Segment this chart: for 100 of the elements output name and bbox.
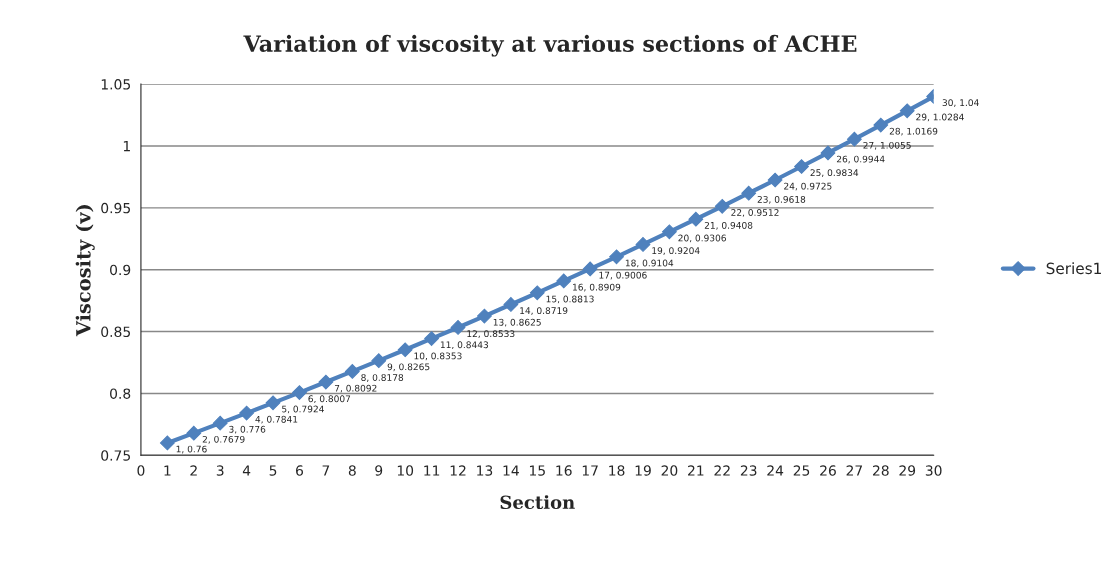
point: [635, 237, 651, 252]
y-tick-label: 1.05: [101, 79, 130, 90]
y-tick-label: 0.8: [110, 388, 131, 399]
x-tick-label: 19: [635, 465, 651, 476]
y-tick-label: 0.9: [110, 264, 131, 276]
chart-title: Variation of viscosity at various sections of ACHE: [243, 34, 857, 57]
point: [873, 117, 889, 133]
point: [820, 145, 836, 161]
x-tick-label: 16: [556, 465, 572, 476]
x-tick-label: 21: [688, 465, 704, 476]
x-tick-label: 15: [529, 465, 545, 476]
data-label: 10, 0.8353: [414, 352, 462, 361]
x-tick-label: 12: [450, 465, 466, 476]
point: [292, 385, 307, 400]
legend-label: Series1: [1046, 262, 1101, 275]
x-tick-label: 18: [609, 465, 625, 476]
x-tick-label: 0: [137, 465, 145, 476]
data-label: 6, 0.8007: [308, 395, 351, 404]
point: [899, 103, 915, 119]
data-label: 14, 0.8719: [520, 307, 568, 315]
data-label: 19, 0.9204: [652, 247, 700, 255]
x-tick-label: 29: [899, 465, 916, 476]
data-label: 20, 0.9306: [678, 234, 726, 243]
x-tick-label: 26: [820, 465, 836, 476]
point: [741, 185, 757, 201]
data-label: 23, 0.9618: [757, 195, 806, 204]
x-axis-title: Section: [500, 495, 575, 510]
point: [265, 395, 281, 411]
x-tick-label: 25: [793, 465, 810, 476]
point: [344, 364, 360, 379]
y-tick-label: 1: [123, 141, 130, 152]
y-axis-title: Viscosity (v): [75, 205, 95, 337]
data-label: 5, 0.7924: [282, 405, 324, 414]
x-tick-label: 8: [348, 465, 356, 476]
data-label: 29, 1.0284: [916, 113, 964, 122]
data-label: 27, 1.0055: [863, 141, 911, 150]
point: [212, 415, 228, 431]
data-label: 13, 0.8625: [493, 318, 541, 327]
data-label: 4, 0.7841: [255, 415, 298, 424]
point: [318, 374, 334, 390]
data-label: 17, 0.9006: [599, 271, 647, 280]
point: [582, 261, 598, 277]
data-label: 15, 0.8813: [546, 295, 594, 304]
y-tick-label: 0.95: [101, 202, 130, 214]
y-tick-label: 0.75: [101, 450, 130, 461]
x-tick-label: 9: [375, 465, 383, 476]
data-label: 16, 0.8909: [573, 283, 621, 292]
x-tick-label: 14: [503, 465, 519, 476]
x-tick-label: 22: [714, 465, 730, 476]
point: [714, 198, 730, 214]
point: [767, 172, 783, 188]
x-tick-label: 2: [190, 465, 197, 476]
data-label: 28, 1.0169: [889, 127, 938, 136]
point: [186, 425, 202, 441]
x-tick-label: 17: [582, 465, 598, 476]
x-tick-label: 28: [872, 465, 889, 476]
x-tick-label: 23: [740, 465, 757, 476]
point: [239, 405, 255, 421]
x-tick-label: 5: [269, 465, 277, 476]
point: [662, 224, 677, 240]
point: [371, 353, 387, 369]
point: [477, 308, 492, 324]
y-tick-label: 0.85: [101, 326, 130, 338]
point: [609, 249, 624, 265]
x-tick-label: 1: [164, 465, 171, 476]
x-tick-label: 3: [216, 465, 224, 476]
data-label: 24, 0.9725: [784, 182, 832, 191]
x-tick-label: 6: [296, 465, 304, 476]
point: [450, 320, 466, 335]
data-label: 22, 0.9512: [731, 209, 779, 217]
x-tick-label: 27: [846, 465, 863, 476]
data-label: 2, 0.7679: [202, 435, 245, 444]
point: [159, 435, 175, 451]
x-tick-label: 13: [477, 465, 493, 476]
data-label: 8, 0.8178: [361, 374, 404, 382]
data-label: 30, 1.04: [942, 99, 979, 107]
point: [846, 131, 862, 147]
x-tick-label: 30: [925, 465, 942, 476]
data-label: 25, 0.9834: [810, 169, 859, 177]
data-label: 9, 0.8265: [387, 363, 430, 372]
data-label: 26, 0.9944: [836, 155, 885, 164]
data-label: 18, 0.9104: [625, 259, 674, 268]
data-label: 1, 0.76: [176, 445, 207, 454]
data-label: 7, 0.8092: [334, 384, 377, 393]
point: [503, 297, 519, 312]
point: [397, 342, 413, 358]
data-label: 12, 0.8533: [467, 330, 515, 338]
point: [688, 211, 704, 227]
data-label: 11, 0.8443: [440, 341, 489, 350]
point: [424, 331, 439, 347]
x-tick-label: 11: [424, 465, 440, 476]
point: [556, 273, 572, 289]
x-tick-label: 4: [242, 465, 251, 476]
x-tick-label: 7: [322, 465, 330, 476]
x-tick-label: 24: [767, 465, 784, 476]
x-tick-label: 10: [397, 465, 414, 476]
point: [794, 159, 809, 174]
data-label: 21, 0.9408: [704, 221, 753, 230]
x-tick-label: 20: [661, 465, 678, 476]
data-label: 3, 0.776: [229, 425, 266, 434]
